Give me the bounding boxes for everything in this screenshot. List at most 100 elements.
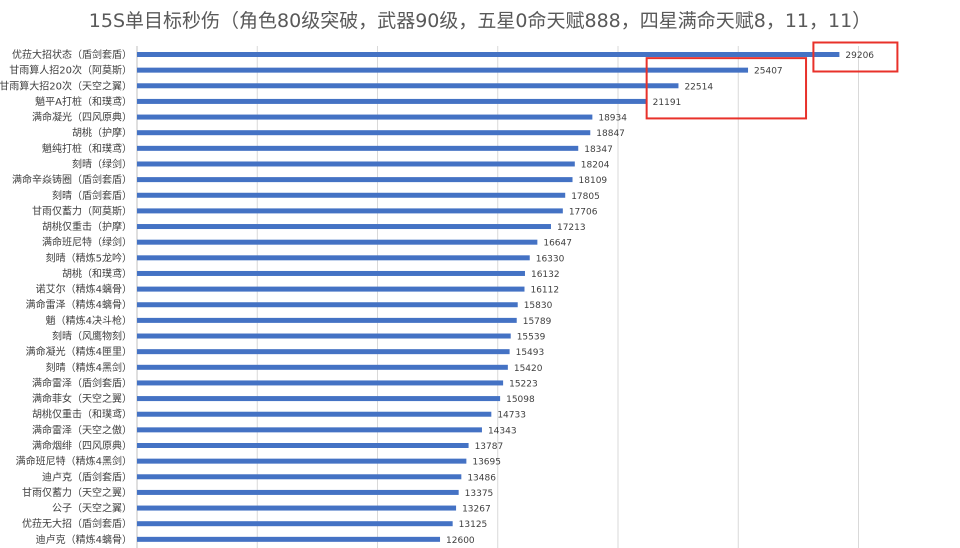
bar — [137, 302, 518, 308]
value-label: 18847 — [596, 129, 625, 139]
value-label: 15493 — [516, 348, 545, 358]
bar — [137, 286, 525, 292]
value-label: 15789 — [523, 317, 552, 327]
category-label: 刻晴（盾剑套盾） — [52, 189, 132, 202]
value-label: 17706 — [569, 207, 598, 217]
bar — [137, 458, 467, 464]
bar — [137, 98, 647, 104]
category-label: 胡桃仅重击（和璞鸢） — [32, 408, 132, 421]
bar — [137, 83, 679, 89]
bar — [137, 411, 492, 417]
category-label: 魈（精炼4决斗枪） — [46, 314, 132, 327]
highlight-box — [645, 57, 808, 120]
value-label: 29206 — [845, 51, 874, 61]
value-label: 13787 — [475, 442, 504, 452]
category-label: 迪卢克（盾剑套盾） — [42, 470, 132, 483]
value-label: 13486 — [467, 473, 496, 483]
value-label: 25407 — [754, 67, 783, 77]
category-label: 满命辛焱铸圈（盾剑套盾） — [12, 173, 132, 186]
value-label: 18347 — [584, 145, 613, 155]
chart-title: 15S单目标秒伤（角色80级突破，武器90级，五星0命天赋888，四星满命天赋8… — [88, 10, 872, 32]
bar — [137, 114, 593, 120]
bar — [137, 521, 453, 527]
value-label: 13695 — [472, 458, 501, 468]
value-label: 15223 — [509, 379, 538, 389]
bar — [137, 380, 504, 386]
category-label: 刻晴（精炼4黑剑） — [46, 361, 132, 374]
category-label: 优菈无大招（盾剑套盾） — [22, 517, 132, 530]
bar — [137, 208, 563, 214]
bar — [137, 505, 457, 511]
bar — [137, 130, 591, 136]
value-label: 17213 — [557, 223, 586, 233]
category-label: 满命雷泽（天空之傲） — [32, 423, 132, 436]
category-label: 刻晴（风鹰物刻） — [52, 330, 132, 343]
bar — [137, 489, 459, 495]
category-label: 魈平A打桩（和璞鸢） — [35, 95, 132, 108]
value-label: 16112 — [530, 286, 559, 296]
bar — [137, 317, 517, 323]
bar — [137, 396, 501, 402]
category-label: 胡桃（和璞鸢） — [62, 267, 132, 280]
bar — [137, 474, 462, 480]
value-label: 22514 — [684, 82, 713, 92]
bar — [137, 239, 538, 245]
category-label: 满命班尼特（绿剑） — [42, 236, 132, 249]
category-label: 优菈大招状态（盾剑套盾） — [12, 48, 132, 61]
category-label: 甘雨算大招20次（天空之翼） — [0, 79, 132, 92]
value-label: 14343 — [488, 426, 517, 436]
bar — [137, 161, 575, 167]
category-label: 甘雨仅蓄力（阿莫斯） — [32, 204, 132, 217]
value-label: 15420 — [514, 364, 543, 374]
category-label: 满命烟绯（四风原典） — [32, 439, 132, 452]
category-label: 满命雷泽（盾剑套盾） — [32, 376, 132, 389]
bar — [137, 364, 508, 370]
category-label: 刻晴（绿剑） — [72, 157, 132, 170]
category-label: 甘雨仅蓄力（天空之翼） — [22, 486, 132, 499]
value-label: 18109 — [579, 176, 608, 186]
bar — [137, 536, 441, 542]
bar — [137, 67, 749, 73]
value-label: 15098 — [506, 395, 535, 405]
value-label: 15830 — [524, 301, 553, 311]
value-label: 16647 — [543, 239, 572, 249]
bar — [137, 145, 579, 151]
category-label: 甘雨算人招20次（阿莫斯） — [9, 64, 132, 77]
bar — [137, 192, 566, 198]
bar — [137, 177, 573, 183]
category-label: 满命雷泽（精炼4螭骨） — [26, 298, 132, 311]
category-label: 公子（天空之翼） — [52, 502, 132, 515]
value-label: 13375 — [465, 489, 494, 499]
value-label: 18934 — [598, 114, 627, 124]
category-label: 满命凝光（精炼4匣里） — [26, 345, 132, 358]
category-label: 魈纯打桩（和璞鸢） — [42, 142, 132, 155]
highlight-box — [812, 41, 899, 73]
value-label: 14733 — [497, 411, 526, 421]
value-label: 16330 — [536, 254, 565, 264]
category-label: 迪卢克（精炼4螭骨） — [36, 533, 132, 546]
bar — [137, 224, 551, 230]
category-label: 满命班尼特（精炼4黑剑） — [16, 455, 132, 468]
category-label: 刻晴（精炼5龙吟） — [46, 251, 132, 264]
bar — [137, 443, 469, 448]
category-label: 胡桃仅重击（护摩） — [42, 220, 132, 233]
value-label: 18204 — [581, 160, 610, 170]
value-label: 12600 — [446, 536, 475, 546]
category-label: 胡桃（护摩） — [72, 126, 132, 139]
category-label: 满命菲女（天空之翼） — [32, 392, 132, 405]
bar — [137, 270, 525, 276]
value-label: 17805 — [571, 192, 600, 202]
bar — [137, 349, 510, 355]
value-label: 13125 — [459, 520, 488, 530]
category-label: 诺艾尔（精炼4螭骨） — [36, 283, 132, 296]
bar — [137, 52, 840, 57]
value-label: 13267 — [462, 505, 491, 515]
bar — [137, 333, 511, 339]
category-label: 满命凝光（四风原典） — [32, 111, 132, 124]
value-label: 15539 — [517, 333, 546, 343]
value-label: 16132 — [531, 270, 560, 280]
bar — [137, 255, 530, 261]
bar — [137, 427, 482, 433]
value-label: 21191 — [653, 98, 682, 108]
